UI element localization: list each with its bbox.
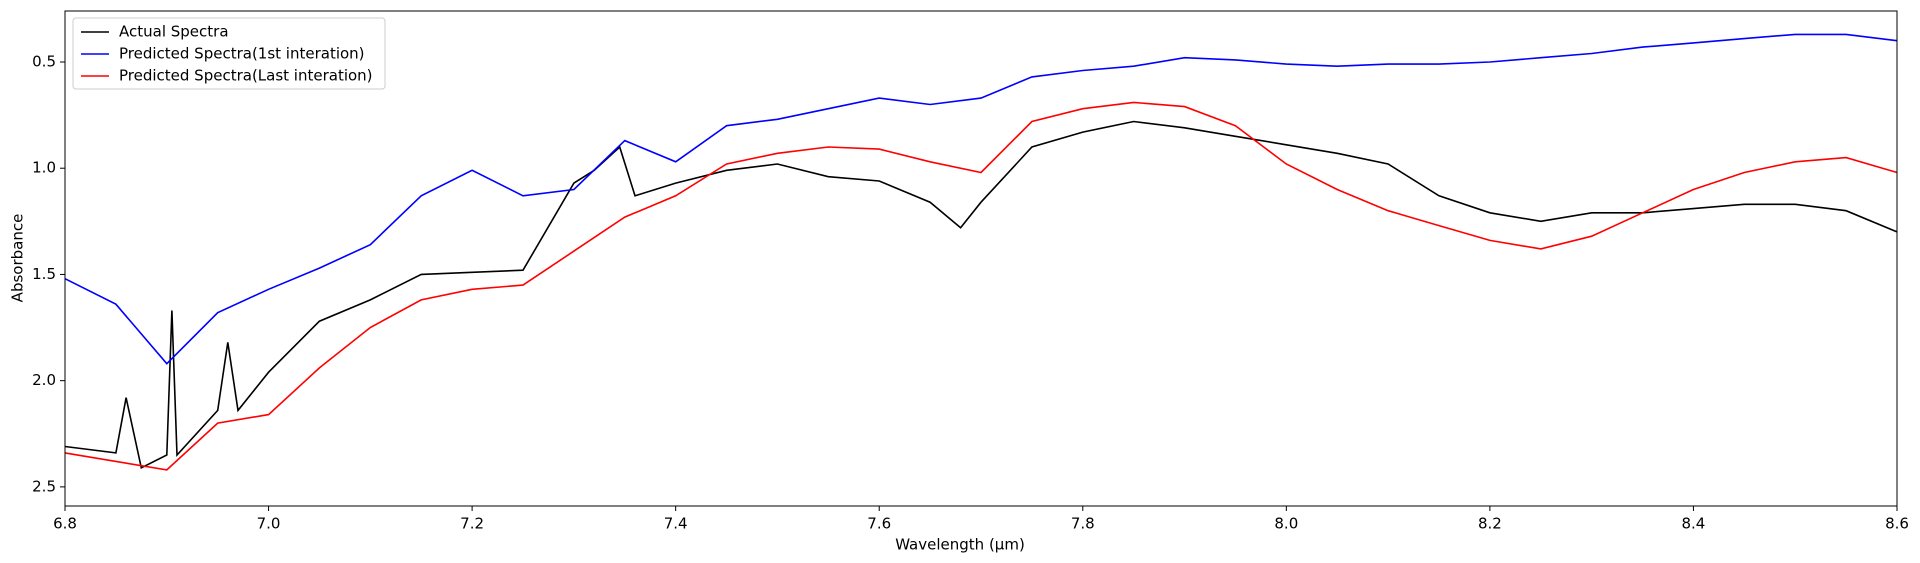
x-tick-label: 8.2 <box>1478 515 1502 533</box>
legend-label: Actual Spectra <box>119 23 229 41</box>
y-tick-label: 1.5 <box>32 265 56 283</box>
plot-frame <box>64 10 1898 507</box>
x-tick-label: 8.0 <box>1274 515 1298 533</box>
x-tick-label: 7.8 <box>1071 515 1095 533</box>
x-tick-label: 8.4 <box>1682 515 1706 533</box>
y-tick-label: 2.5 <box>32 477 56 495</box>
x-tick-label: 7.2 <box>460 515 484 533</box>
legend-label: Predicted Spectra(Last interation) <box>119 67 373 85</box>
x-tick-label: 7.4 <box>664 515 688 533</box>
series-line <box>64 33 1898 365</box>
y-tick-label: 2.0 <box>32 371 56 389</box>
y-tick-label: 0.5 <box>32 52 56 70</box>
x-tick-label: 8.6 <box>1885 515 1909 533</box>
x-tick-label: 7.6 <box>867 515 891 533</box>
legend-label: Predicted Spectra(1st interation) <box>119 45 365 63</box>
y-tick-label: 1.0 <box>32 159 56 177</box>
series-line <box>64 120 1898 469</box>
x-tick-label: 7.0 <box>257 515 281 533</box>
x-axis-label: Wavelength (μm) <box>895 536 1025 554</box>
y-axis-label: Absorbance <box>9 214 27 303</box>
series-line <box>64 101 1898 471</box>
x-tick-label: 6.8 <box>53 515 77 533</box>
legend-box <box>72 17 386 90</box>
